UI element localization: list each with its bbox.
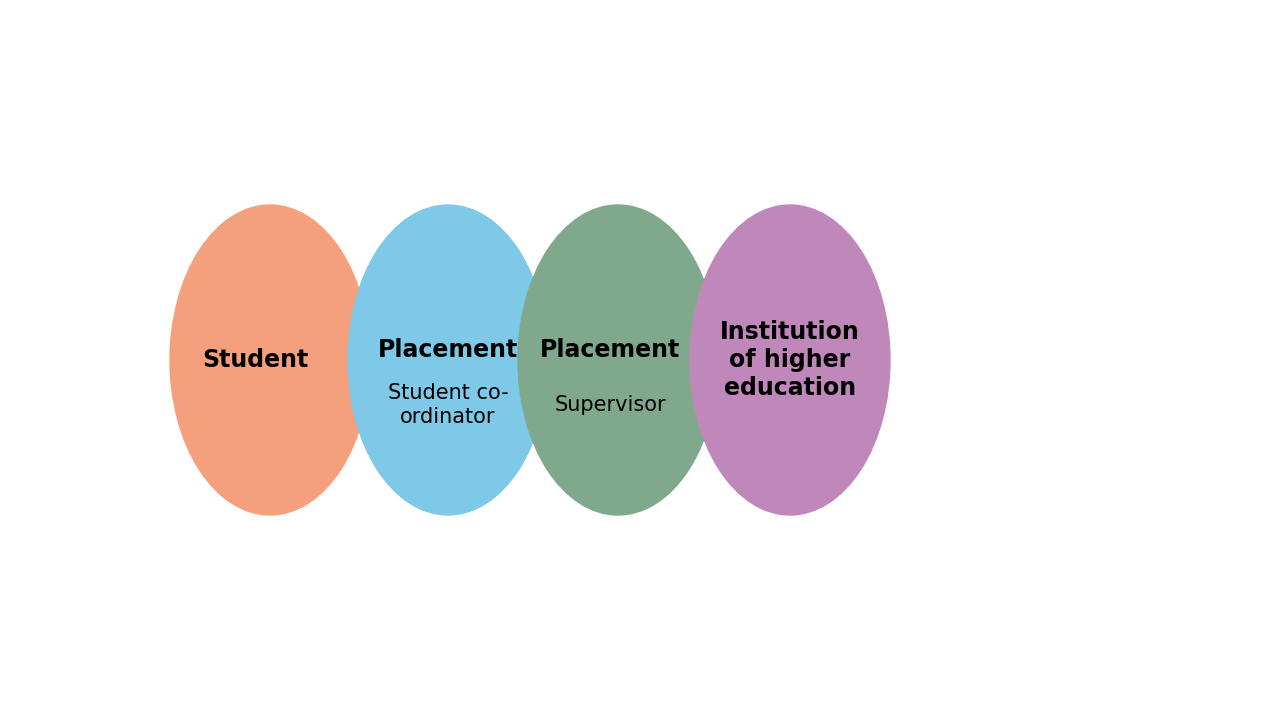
- Ellipse shape: [518, 205, 718, 515]
- Ellipse shape: [348, 205, 548, 515]
- Text: Supervisor: Supervisor: [554, 395, 666, 415]
- Text: Institution
of higher
education: Institution of higher education: [721, 320, 860, 400]
- Text: Placement: Placement: [540, 338, 680, 362]
- Ellipse shape: [170, 205, 370, 515]
- Text: Student: Student: [202, 348, 308, 372]
- Ellipse shape: [690, 205, 890, 515]
- Text: Student co-
ordinator: Student co- ordinator: [388, 383, 508, 426]
- Text: Placement: Placement: [378, 338, 518, 362]
